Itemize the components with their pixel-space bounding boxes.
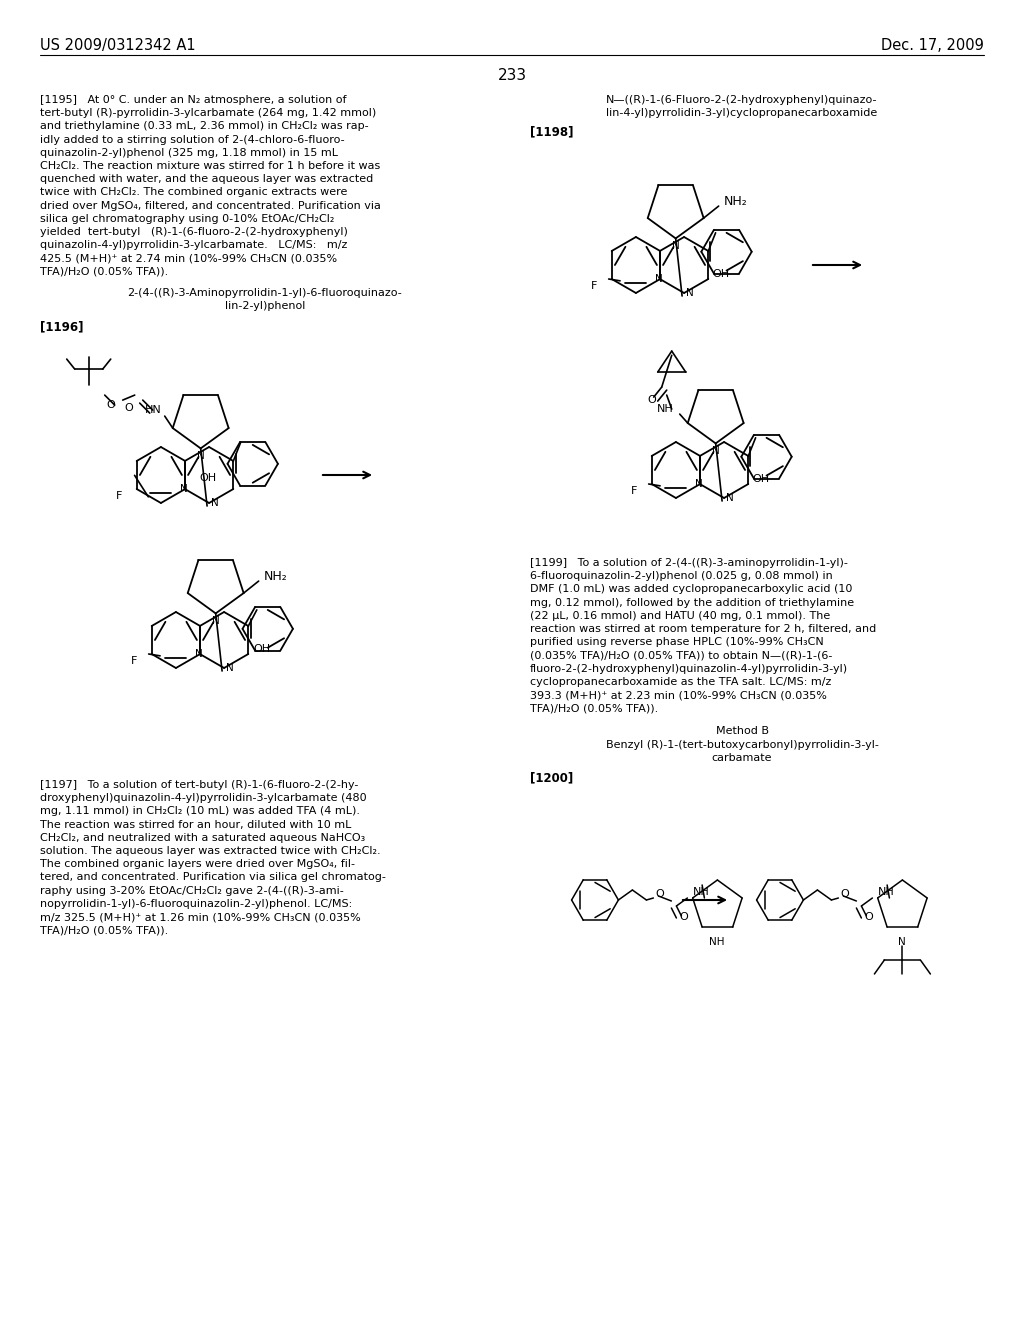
Text: N: N <box>695 479 702 488</box>
Text: O: O <box>106 400 116 411</box>
Text: raphy using 3-20% EtOAc/CH₂Cl₂ gave 2-(4-((R)-3-ami-: raphy using 3-20% EtOAc/CH₂Cl₂ gave 2-(4… <box>40 886 344 895</box>
Text: NH₂: NH₂ <box>263 570 288 583</box>
Text: TFA)/H₂O (0.05% TFA)).: TFA)/H₂O (0.05% TFA)). <box>40 925 168 935</box>
Text: O: O <box>864 912 873 921</box>
Text: US 2009/0312342 A1: US 2009/0312342 A1 <box>40 38 196 53</box>
Text: lin-4-yl)pyrrolidin-3-yl)cyclopropanecarboxamide: lin-4-yl)pyrrolidin-3-yl)cyclopropanecar… <box>606 108 878 119</box>
Text: twice with CH₂Cl₂. The combined organic extracts were: twice with CH₂Cl₂. The combined organic … <box>40 187 347 198</box>
Text: nopyrrolidin-1-yl)-6-fluoroquinazolin-2-yl)phenol. LC/MS:: nopyrrolidin-1-yl)-6-fluoroquinazolin-2-… <box>40 899 352 908</box>
Text: Method B: Method B <box>716 726 768 737</box>
Text: quinazolin-4-yl)pyrrolidin-3-ylcarbamate.   LC/MS:   m/z: quinazolin-4-yl)pyrrolidin-3-ylcarbamate… <box>40 240 347 251</box>
Text: TFA)/H₂O (0.05% TFA)).: TFA)/H₂O (0.05% TFA)). <box>530 704 658 713</box>
Text: N: N <box>726 492 734 503</box>
Text: quinazolin-2-yl)phenol (325 mg, 1.18 mmol) in 15 mL: quinazolin-2-yl)phenol (325 mg, 1.18 mmo… <box>40 148 338 158</box>
Text: tered, and concentrated. Purification via silica gel chromatog-: tered, and concentrated. Purification vi… <box>40 873 386 882</box>
Text: N: N <box>211 498 219 508</box>
Text: [1199]   To a solution of 2-(4-((R)-3-aminopyrrolidin-1-yl)-: [1199] To a solution of 2-(4-((R)-3-amin… <box>530 558 848 568</box>
Text: N: N <box>197 451 205 462</box>
Text: NH: NH <box>710 937 725 946</box>
Text: solution. The aqueous layer was extracted twice with CH₂Cl₂.: solution. The aqueous layer was extracte… <box>40 846 381 855</box>
Text: idly added to a stirring solution of 2-(4-chloro-6-fluoro-: idly added to a stirring solution of 2-(… <box>40 135 345 145</box>
Text: N: N <box>672 242 680 251</box>
Text: yielded  tert-butyl   (R)-1-(6-fluoro-2-(2-hydroxyphenyl): yielded tert-butyl (R)-1-(6-fluoro-2-(2-… <box>40 227 348 238</box>
Text: m/z 325.5 (M+H)⁺ at 1.26 min (10%-99% CH₃CN (0.035%: m/z 325.5 (M+H)⁺ at 1.26 min (10%-99% CH… <box>40 912 360 921</box>
Text: and triethylamine (0.33 mL, 2.36 mmol) in CH₂Cl₂ was rap-: and triethylamine (0.33 mL, 2.36 mmol) i… <box>40 121 369 132</box>
Text: O: O <box>679 912 688 921</box>
Text: OH: OH <box>712 269 729 279</box>
Text: O: O <box>841 888 849 899</box>
Text: NH: NH <box>656 404 674 414</box>
Text: N—((R)-1-(6-Fluoro-2-(2-hydroxyphenyl)quinazo-: N—((R)-1-(6-Fluoro-2-(2-hydroxyphenyl)qu… <box>606 95 878 106</box>
Text: OH: OH <box>752 474 769 484</box>
Text: 425.5 (M+H)⁺ at 2.74 min (10%-99% CH₃CN (0.035%: 425.5 (M+H)⁺ at 2.74 min (10%-99% CH₃CN … <box>40 253 337 264</box>
Text: F: F <box>591 281 598 290</box>
Text: 393.3 (M+H)⁺ at 2.23 min (10%-99% CH₃CN (0.035%: 393.3 (M+H)⁺ at 2.23 min (10%-99% CH₃CN … <box>530 690 826 700</box>
Text: [1200]: [1200] <box>530 771 573 784</box>
Text: OH: OH <box>199 473 216 483</box>
Text: N: N <box>654 275 663 284</box>
Text: OH: OH <box>254 644 270 653</box>
Text: mg, 1.11 mmol) in CH₂Cl₂ (10 mL) was added TFA (4 mL).: mg, 1.11 mmol) in CH₂Cl₂ (10 mL) was add… <box>40 807 360 816</box>
Text: carbamate: carbamate <box>712 752 772 763</box>
Text: lin-2-yl)phenol: lin-2-yl)phenol <box>225 301 305 312</box>
Text: Benzyl (R)-1-(tert-butoxycarbonyl)pyrrolidin-3-yl-: Benzyl (R)-1-(tert-butoxycarbonyl)pyrrol… <box>605 739 879 750</box>
Text: [1198]: [1198] <box>530 125 573 139</box>
Text: F: F <box>117 491 123 502</box>
Text: N: N <box>180 484 187 494</box>
Text: O: O <box>648 395 656 405</box>
Text: [1195]   At 0° C. under an N₂ atmosphere, a solution of: [1195] At 0° C. under an N₂ atmosphere, … <box>40 95 346 106</box>
Text: reaction was stirred at room temperature for 2 h, filtered, and: reaction was stirred at room temperature… <box>530 624 877 634</box>
Text: quenched with water, and the aqueous layer was extracted: quenched with water, and the aqueous lay… <box>40 174 374 185</box>
Text: [1196]: [1196] <box>40 321 84 333</box>
Text: CH₂Cl₂, and neutralized with a saturated aqueous NaHCO₃: CH₂Cl₂, and neutralized with a saturated… <box>40 833 366 842</box>
Text: N: N <box>898 937 906 946</box>
Text: HN: HN <box>144 405 162 414</box>
Text: F: F <box>131 656 137 667</box>
Text: N: N <box>212 616 219 627</box>
Text: silica gel chromatography using 0-10% EtOAc/CH₂Cl₂: silica gel chromatography using 0-10% Et… <box>40 214 335 224</box>
Text: 6-fluoroquinazolin-2-yl)phenol (0.025 g, 0.08 mmol) in: 6-fluoroquinazolin-2-yl)phenol (0.025 g,… <box>530 572 833 581</box>
Text: fluoro-2-(2-hydroxyphenyl)quinazolin-4-yl)pyrrolidin-3-yl): fluoro-2-(2-hydroxyphenyl)quinazolin-4-y… <box>530 664 848 673</box>
Text: F: F <box>632 486 638 496</box>
Text: purified using reverse phase HPLC (10%-99% CH₃CN: purified using reverse phase HPLC (10%-9… <box>530 638 823 647</box>
Text: NH₂: NH₂ <box>724 195 748 209</box>
Text: (0.035% TFA)/H₂O (0.05% TFA)) to obtain N—((R)-1-(6-: (0.035% TFA)/H₂O (0.05% TFA)) to obtain … <box>530 651 833 660</box>
Text: The reaction was stirred for an hour, diluted with 10 mL: The reaction was stirred for an hour, di… <box>40 820 351 829</box>
Text: 233: 233 <box>498 69 526 83</box>
Text: NH: NH <box>878 887 894 898</box>
Text: droxyphenyl)quinazolin-4-yl)pyrrolidin-3-ylcarbamate (480: droxyphenyl)quinazolin-4-yl)pyrrolidin-3… <box>40 793 367 803</box>
Text: CH₂Cl₂. The reaction mixture was stirred for 1 h before it was: CH₂Cl₂. The reaction mixture was stirred… <box>40 161 380 172</box>
Text: The combined organic layers were dried over MgSO₄, fil-: The combined organic layers were dried o… <box>40 859 355 869</box>
Text: mg, 0.12 mmol), followed by the addition of triethylamine: mg, 0.12 mmol), followed by the addition… <box>530 598 854 607</box>
Text: O: O <box>125 403 133 413</box>
Text: Dec. 17, 2009: Dec. 17, 2009 <box>881 38 984 53</box>
Text: TFA)/H₂O (0.05% TFA)).: TFA)/H₂O (0.05% TFA)). <box>40 267 168 277</box>
Text: 2-(4-((R)-3-Aminopyrrolidin-1-yl)-6-fluoroquinazo-: 2-(4-((R)-3-Aminopyrrolidin-1-yl)-6-fluo… <box>128 288 402 298</box>
Text: NH: NH <box>692 887 710 898</box>
Text: tert-butyl (R)-pyrrolidin-3-ylcarbamate (264 mg, 1.42 mmol): tert-butyl (R)-pyrrolidin-3-ylcarbamate … <box>40 108 376 119</box>
Text: [1197]   To a solution of tert-butyl (R)-1-(6-fluoro-2-(2-hy-: [1197] To a solution of tert-butyl (R)-1… <box>40 780 358 789</box>
Text: (22 μL, 0.16 mmol) and HATU (40 mg, 0.1 mmol). The: (22 μL, 0.16 mmol) and HATU (40 mg, 0.1 … <box>530 611 830 620</box>
Text: N: N <box>226 663 233 673</box>
Text: O: O <box>655 888 665 899</box>
Text: N: N <box>712 446 720 457</box>
Text: N: N <box>686 288 694 298</box>
Text: cyclopropanecarboxamide as the TFA salt. LC/MS: m/z: cyclopropanecarboxamide as the TFA salt.… <box>530 677 831 686</box>
Text: DMF (1.0 mL) was added cyclopropanecarboxylic acid (10: DMF (1.0 mL) was added cyclopropanecarbo… <box>530 585 852 594</box>
Text: dried over MgSO₄, filtered, and concentrated. Purification via: dried over MgSO₄, filtered, and concentr… <box>40 201 381 211</box>
Text: N: N <box>195 649 203 659</box>
